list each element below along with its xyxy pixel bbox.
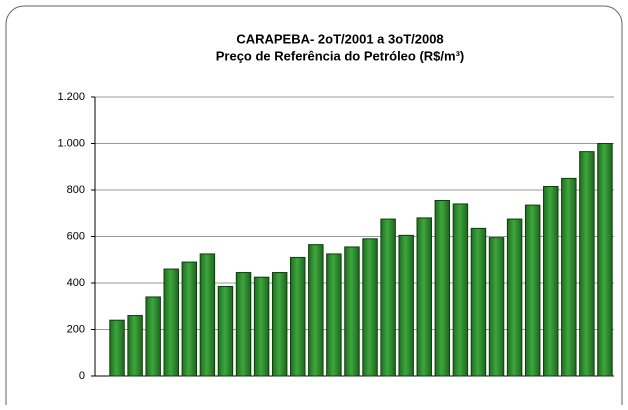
- bar: [452, 203, 469, 377]
- bar: [597, 143, 613, 377]
- y-tick-label: 400: [67, 277, 85, 289]
- bar: [362, 238, 378, 377]
- bar: [109, 319, 125, 377]
- bar: [579, 151, 595, 377]
- bar: [506, 218, 523, 377]
- bar: [561, 177, 577, 377]
- y-tick-label: 200: [67, 323, 85, 335]
- bar: [524, 204, 541, 377]
- bar: [163, 268, 179, 377]
- bar: [290, 256, 306, 377]
- bar: [271, 272, 288, 377]
- y-tick-label: 600: [67, 230, 85, 242]
- chart-title: CARAPEBA- 2oT/2001 a 3oT/2008: [236, 31, 443, 46]
- bar: [380, 218, 396, 377]
- bar: [253, 276, 270, 377]
- bar: [344, 246, 360, 377]
- bar: [488, 237, 505, 377]
- bar: [308, 244, 324, 377]
- bar: [326, 253, 342, 377]
- bar: [416, 217, 432, 377]
- bar: [470, 227, 487, 377]
- bar: [543, 186, 559, 377]
- y-tick-label: 1.000: [57, 137, 85, 149]
- y-tick-label: 0: [79, 370, 85, 382]
- chart-subtitle: Preço de Referência do Petróleo (R$/m³): [216, 48, 465, 63]
- bar: [235, 272, 252, 377]
- bar: [398, 234, 414, 377]
- bar: [434, 199, 451, 377]
- bar: [181, 261, 198, 377]
- y-tick-label: 1.200: [57, 91, 85, 103]
- bar: [199, 253, 216, 377]
- bar: [127, 315, 143, 377]
- bar: [145, 296, 161, 377]
- bar: [217, 285, 234, 377]
- y-tick-label: 800: [67, 184, 85, 196]
